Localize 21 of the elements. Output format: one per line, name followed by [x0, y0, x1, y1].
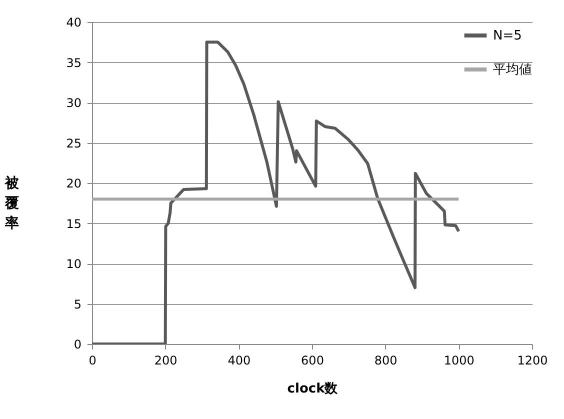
y-tick-label: 5 [74, 297, 82, 312]
legend-label: 平均値 [493, 62, 532, 78]
x-tick-label: 0 [88, 354, 96, 368]
y-tick-label: 35 [66, 56, 82, 70]
x-tick-label: 1200 [517, 354, 548, 368]
y-tick-label: 0 [74, 338, 82, 352]
y-tick-label: 10 [66, 257, 82, 271]
x-tick-label: 1000 [444, 354, 474, 368]
x-axis-title: clock数 [287, 382, 339, 396]
y-axis-title: 被覆率 [4, 174, 20, 232]
y-tick-label: 20 [66, 176, 82, 190]
legend-label: N=5 [493, 28, 522, 44]
y-tick-label: 40 [66, 16, 82, 30]
x-tick-label: 200 [154, 354, 178, 368]
x-tick-label: 400 [228, 354, 251, 368]
line-series [92, 40, 460, 344]
y-tick-label: 25 [66, 136, 82, 150]
y-tick-label: 30 [66, 96, 82, 110]
x-tick-label: 800 [374, 354, 398, 368]
x-tick-label: 600 [301, 354, 324, 368]
y-tick-label: 15 [66, 216, 82, 231]
